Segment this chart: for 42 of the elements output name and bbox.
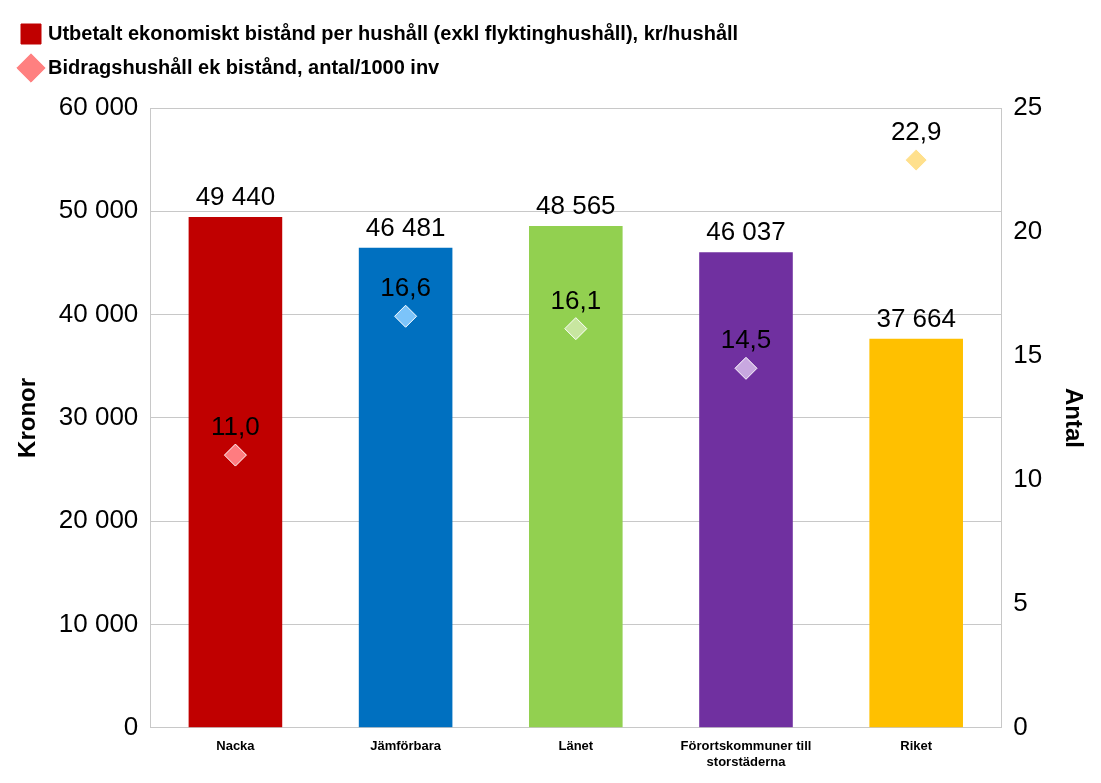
bar bbox=[358, 247, 453, 728]
y-tick-label: 0 bbox=[123, 710, 139, 741]
point bbox=[734, 356, 758, 380]
y-axis-title: Kronor bbox=[13, 377, 41, 458]
point bbox=[394, 304, 418, 328]
data-label: 46 037 bbox=[706, 216, 786, 247]
y-tick-label: 10 000 bbox=[58, 607, 139, 638]
x-tick-label: Nacka bbox=[216, 738, 256, 754]
point bbox=[223, 443, 247, 467]
y2-tick-label: 25 bbox=[1013, 91, 1043, 122]
point bbox=[564, 317, 588, 341]
y2-axis-title: Antal bbox=[1060, 387, 1088, 448]
data-label: 14,5 bbox=[720, 324, 772, 355]
legend-label: Utbetalt ekonomiskt bistånd per hushåll (exkl flyktinghushåll), kr/hushåll bbox=[48, 21, 739, 44]
point bbox=[904, 148, 928, 172]
x-tick-label: Länet bbox=[558, 738, 594, 754]
x-tick-label: Förortskommuner till storstäderna bbox=[680, 738, 812, 769]
bar bbox=[188, 217, 283, 728]
y2-tick-label: 20 bbox=[1013, 215, 1043, 246]
y2-tick-label: 5 bbox=[1013, 587, 1028, 618]
data-label: 11,0 bbox=[211, 411, 260, 442]
data-label: 46 481 bbox=[365, 211, 446, 242]
y-tick-label: 40 000 bbox=[58, 297, 139, 328]
data-label: 22,9 bbox=[890, 116, 942, 147]
x-tick-label: Jämförbara bbox=[370, 738, 442, 754]
data-label: 48 565 bbox=[536, 190, 616, 221]
data-label: 49 440 bbox=[195, 181, 276, 212]
x-tick-label: Riket bbox=[900, 738, 933, 754]
bar bbox=[529, 226, 623, 728]
y-tick-label: 60 000 bbox=[58, 91, 139, 122]
y-tick-label: 50 000 bbox=[58, 194, 139, 225]
y2-tick-label: 15 bbox=[1013, 339, 1043, 370]
data-label: 16,6 bbox=[380, 272, 431, 303]
y-tick-label: 20 000 bbox=[58, 504, 139, 535]
data-label: 16,1 bbox=[550, 284, 602, 315]
y2-tick-label: 10 bbox=[1013, 463, 1043, 494]
y2-tick-label: 0 bbox=[1013, 710, 1028, 741]
data-label: 37 664 bbox=[876, 302, 956, 333]
y-tick-label: 30 000 bbox=[58, 401, 139, 432]
bar bbox=[869, 338, 963, 728]
bar bbox=[699, 252, 793, 728]
legend-label: Bidragshushåll ek bistånd, antal/1000 inv bbox=[48, 55, 441, 78]
